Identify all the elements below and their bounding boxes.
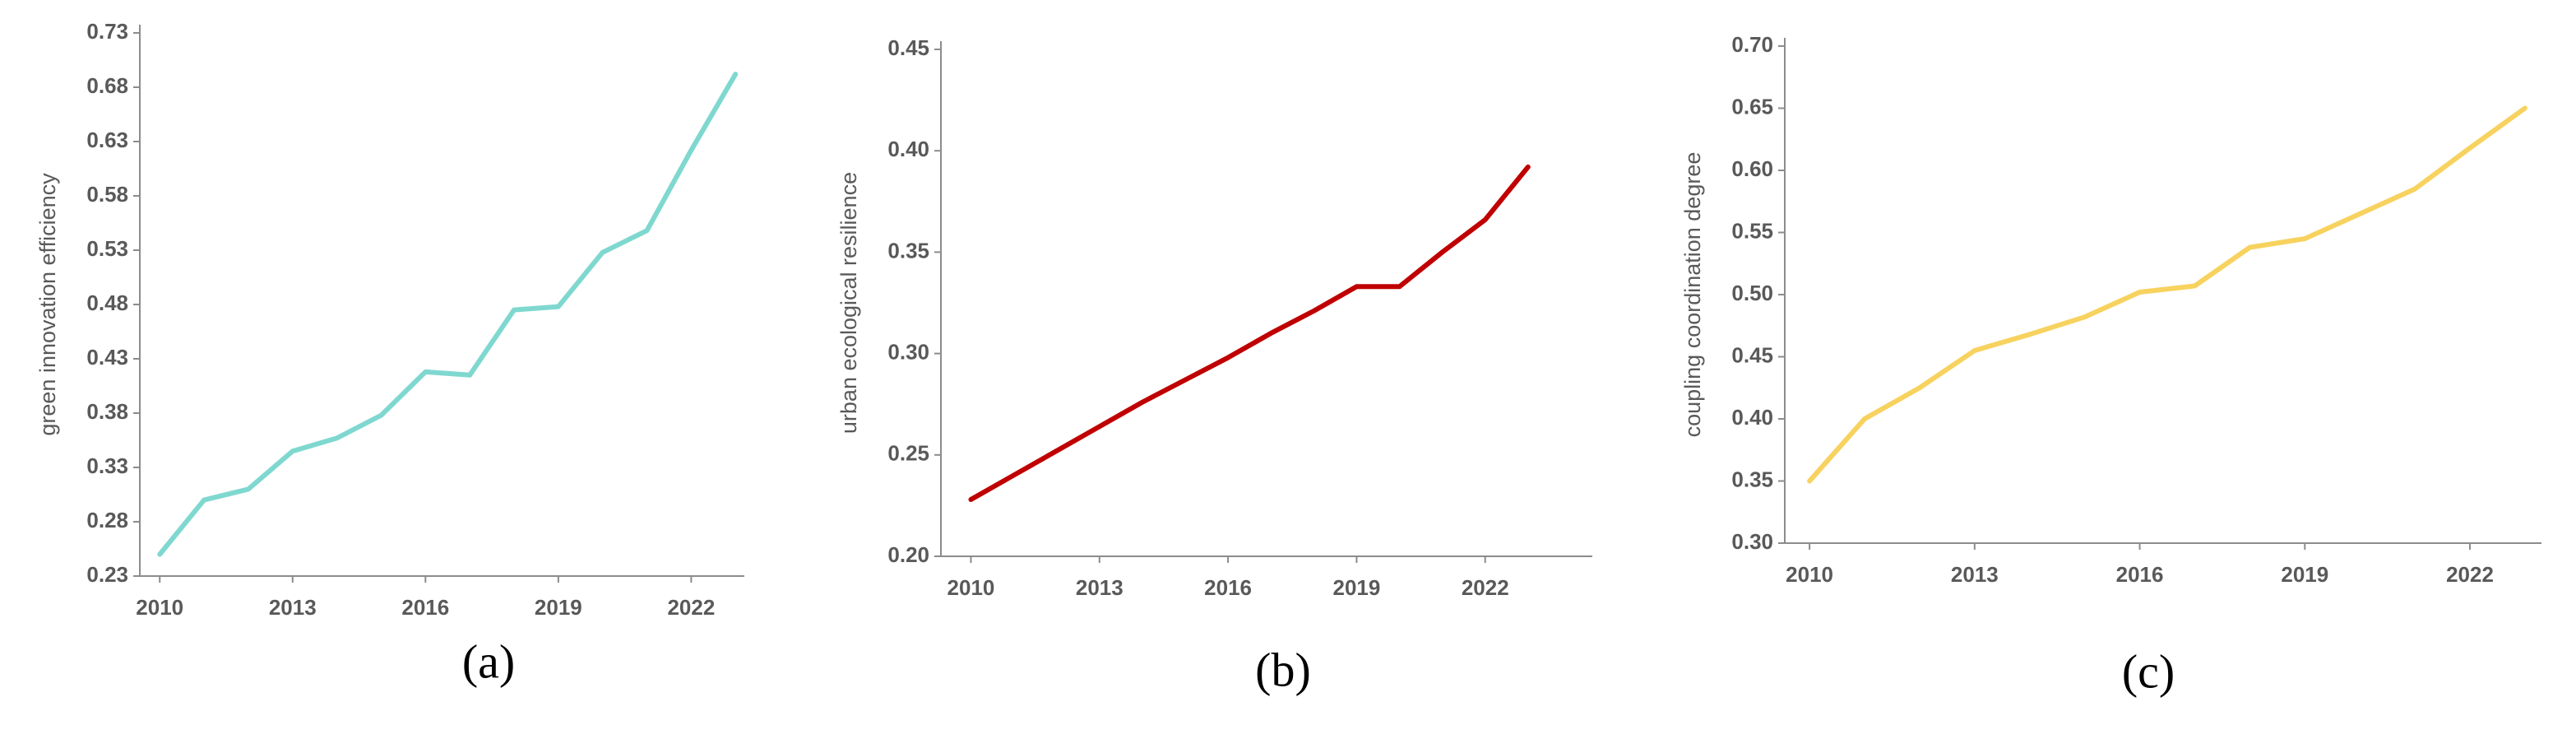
y-tick-label: 0.45 [1731, 342, 1773, 367]
y-tick-label: 0.33 [86, 453, 128, 478]
data-line [1807, 105, 2527, 484]
y-tick-label: 0.25 [887, 441, 929, 466]
y-tick-label: 0.30 [1731, 529, 1773, 554]
y-tick-label: 0.35 [887, 238, 929, 263]
x-tick-label: 2010 [1786, 562, 1833, 587]
x-tick-label: 2016 [1204, 575, 1252, 600]
x-tick-label: 2010 [947, 575, 995, 600]
x-tick-label: 2013 [269, 595, 317, 620]
x-tick-label: 2013 [1951, 562, 1999, 587]
x-tick-label: 2022 [1462, 575, 1509, 600]
y-axis-label: green innovation efficiency [35, 173, 60, 436]
chart-panel: 0.20 0.25 0.30 0.35 0.40 0.45 2010 2013 2016 2019… [836, 35, 1592, 696]
x-tick-label: 2022 [2446, 562, 2494, 587]
y-tick-label: 0.53 [86, 236, 128, 261]
chart-panel: 0.23 0.28 0.33 0.38 0.43 0.48 0.53 0.58 0.63 0.68… [35, 19, 744, 688]
y-tick-label: 0.73 [86, 19, 128, 44]
y-axis-label: coupling coordination degree [1680, 152, 1705, 438]
y-tick-label: 0.45 [887, 35, 929, 60]
y-tick-label: 0.63 [86, 128, 128, 152]
y-tick-label: 0.68 [86, 73, 128, 98]
y-tick-label: 0.55 [1731, 218, 1773, 243]
x-tick-label: 2013 [1076, 575, 1124, 600]
x-tick-label: 2016 [2116, 562, 2164, 587]
chart-panel: 0.30 0.35 0.40 0.45 0.50 0.55 0.60 0.65 0.70 2010… [1680, 32, 2541, 698]
y-tick-label: 0.50 [1731, 281, 1773, 305]
data-line [968, 164, 1531, 503]
panel-caption: (a) [462, 634, 515, 688]
x-tick-label: 2022 [667, 595, 715, 620]
y-tick-label: 0.35 [1731, 467, 1773, 491]
y-tick-label: 0.23 [86, 562, 128, 587]
data-line [157, 72, 739, 557]
x-tick-label: 2016 [401, 595, 449, 620]
y-tick-label: 0.30 [887, 339, 929, 364]
y-tick-label: 0.40 [887, 137, 929, 161]
panel-caption: (c) [2122, 644, 2175, 698]
y-axis-label: urban ecological resilience [836, 172, 861, 434]
y-tick-label: 0.48 [86, 290, 128, 315]
y-tick-label: 0.58 [86, 182, 128, 207]
y-tick-label: 0.65 [1731, 94, 1773, 119]
x-tick-label: 2019 [1332, 575, 1380, 600]
y-tick-label: 0.20 [887, 542, 929, 567]
y-tick-label: 0.40 [1731, 405, 1773, 430]
y-tick-label: 0.28 [86, 508, 128, 532]
panel-caption: (b) [1255, 643, 1311, 696]
y-tick-label: 0.38 [86, 399, 128, 424]
y-tick-label: 0.43 [86, 345, 128, 370]
y-tick-label: 0.60 [1731, 156, 1773, 181]
x-tick-label: 2019 [2281, 562, 2328, 587]
y-tick-label: 0.70 [1731, 32, 1773, 57]
x-tick-label: 2010 [136, 595, 183, 620]
x-tick-label: 2019 [535, 595, 582, 620]
